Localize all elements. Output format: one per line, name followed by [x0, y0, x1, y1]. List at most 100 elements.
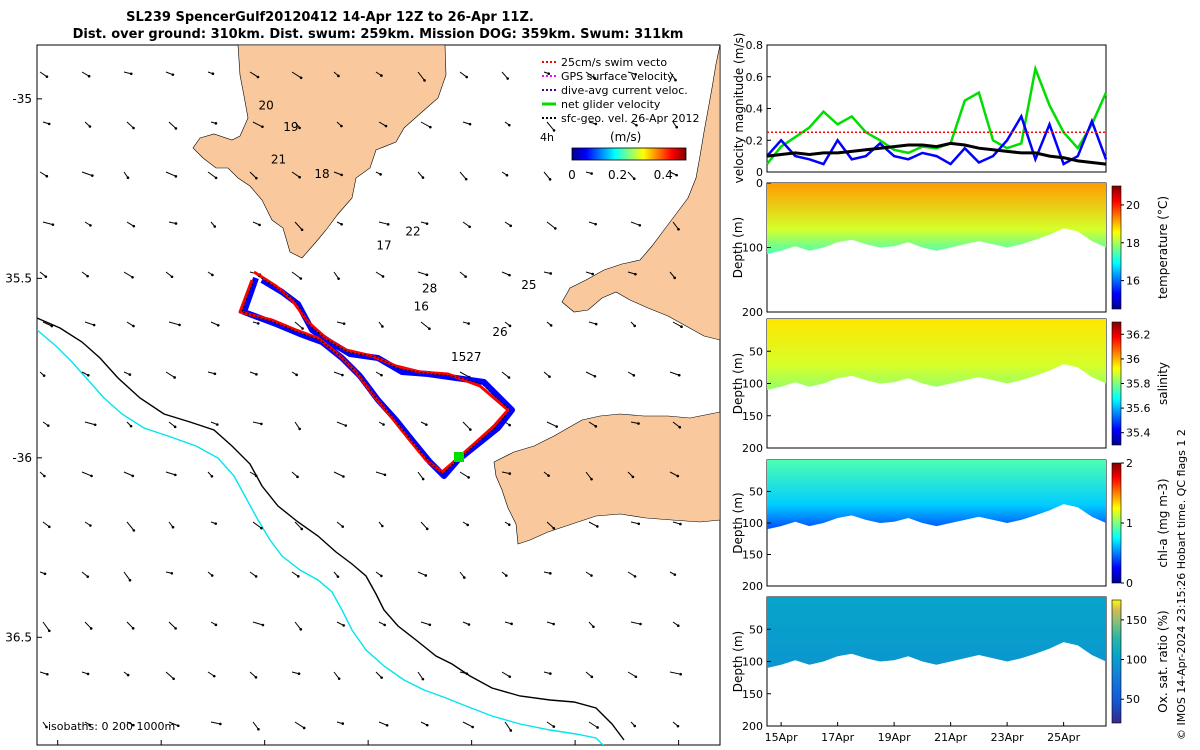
- profile-cbar-tick-label: 36.2: [1126, 328, 1151, 341]
- day-label: 28: [422, 282, 437, 296]
- velocity-arrow: [210, 321, 219, 326]
- velocity-arrow-head: [171, 525, 175, 529]
- velocity-arrow-head: [467, 322, 470, 325]
- velocity-arrow: [126, 621, 134, 629]
- day-label: 21: [271, 152, 286, 166]
- profile-cbar-label: temperature (°C): [1156, 196, 1170, 299]
- glider-track: [238, 270, 515, 479]
- profile-xtick-label: 19Apr: [878, 731, 912, 744]
- velocity-arrow: [252, 121, 263, 128]
- velocity-series-line: [766, 113, 1108, 166]
- velocity-ytick-label: 0.8: [746, 39, 764, 52]
- velocity-arrow-head: [386, 223, 390, 226]
- velocity-arrow: [294, 721, 305, 729]
- profile-cbar-label: salinity: [1156, 362, 1170, 405]
- velocity-arrow-head: [87, 74, 91, 78]
- profile-cbar-tick-label: 100: [1126, 654, 1147, 667]
- land-eyre-peninsula: [192, 45, 447, 259]
- velocity-arrow-head: [86, 373, 90, 377]
- day-label: 25: [521, 278, 536, 292]
- velocity-arrow: [543, 171, 551, 180]
- velocity-arrow-head: [89, 627, 93, 630]
- velocity-arrow-head: [299, 628, 303, 631]
- profile-ytick-label: 50: [749, 345, 763, 358]
- velocity-arrow: [291, 271, 302, 279]
- velocity-arrow: [81, 71, 90, 77]
- profile-cbar-tick-label: 1: [1126, 517, 1133, 530]
- velocity-arrow-head: [256, 75, 260, 79]
- velocity-arrow-head: [591, 272, 594, 276]
- track-red: [238, 270, 510, 474]
- velocity-arrow: [630, 521, 639, 525]
- velocity-arrow: [420, 121, 431, 128]
- legend-colorbar-tick: 0.2: [608, 168, 627, 182]
- velocity-arrow-head: [552, 526, 556, 530]
- velocity-arrow-head: [680, 325, 683, 329]
- velocity-arrow-head: [92, 323, 96, 327]
- velocity-arrow: [417, 571, 426, 576]
- velocity-arrow-head: [260, 526, 263, 530]
- velocity-arrow-head: [340, 124, 343, 128]
- velocity-arrow-head: [43, 474, 46, 478]
- velocity-arrow-head: [679, 672, 682, 676]
- velocity-arrow-head: [467, 476, 470, 479]
- profile-ytick-label: 150: [742, 688, 763, 701]
- velocity-arrow-head: [421, 677, 425, 681]
- velocity-arrow: [168, 621, 176, 629]
- profile-field-oxygen: [767, 597, 1106, 668]
- title-line-1: SL239 SpencerGulf20120412 14-Apr 12Z to …: [126, 10, 534, 25]
- velocity-arrow-head: [465, 75, 469, 79]
- profile-panel-chl-a: 50 100 150 200 Depth (m) 0 1 2 chl-a (mg m-3): [731, 457, 1170, 593]
- velocity-arrow-head: [256, 322, 260, 325]
- velocity-arrow-head: [173, 425, 177, 429]
- velocity-ytick-label: 0.6: [746, 71, 764, 84]
- velocity-arrow-head: [174, 473, 177, 477]
- profile-ytick-label: 200: [742, 442, 763, 455]
- velocity-arrow-head: [128, 578, 132, 582]
- velocity-panel: 0 0.2 0.4 0.6 0.8 velocity magnitude (m/s): [732, 33, 1108, 183]
- profile-ytick-label: 50: [749, 623, 763, 636]
- velocity-ytick-label: 0: [756, 166, 763, 179]
- velocity-arrow-head: [504, 574, 508, 577]
- velocity-field: [39, 71, 683, 732]
- velocity-arrow-head: [261, 125, 264, 129]
- velocity-arrow-head: [552, 725, 556, 728]
- profile-ylabel: Depth (m): [731, 217, 745, 278]
- velocity-arrow-head: [342, 322, 346, 325]
- velocity-arrow-head: [301, 327, 304, 330]
- velocity-arrow-head: [86, 575, 90, 578]
- velocity-arrow: [588, 521, 598, 527]
- velocity-arrow-head: [634, 675, 638, 679]
- velocity-arrow: [459, 171, 467, 180]
- velocity-series-line: [766, 64, 1108, 165]
- velocity-arrow-head: [45, 75, 49, 78]
- profile-cbar-tick-label: 20: [1126, 199, 1140, 212]
- velocity-ytick-label: 0.2: [746, 134, 764, 147]
- velocity-arrow: [420, 521, 428, 530]
- velocity-arrow-head: [132, 324, 135, 328]
- profile-ytick-label: 100: [742, 656, 763, 669]
- velocity-arrow-head: [219, 722, 222, 726]
- day-label: 22: [405, 224, 420, 238]
- profile-cbar-tick-label: 18: [1126, 237, 1140, 250]
- velocity-arrow: [420, 621, 430, 626]
- velocity-arrow-head: [255, 373, 258, 376]
- velocity-arrow-head: [299, 76, 303, 80]
- velocity-arrow-head: [507, 523, 511, 526]
- velocity-arrow-head: [509, 224, 513, 228]
- velocity-arrow-head: [340, 173, 343, 177]
- profile-xtick-label: 17Apr: [821, 731, 855, 744]
- velocity-series-line: [766, 141, 1107, 166]
- velocity-arrow-head: [254, 676, 258, 679]
- velocity-arrow-head: [302, 726, 306, 730]
- velocity-arrow-head: [596, 726, 599, 729]
- velocity-arrow-head: [381, 275, 385, 278]
- velocity-arrow-head: [132, 126, 135, 130]
- velocity-arrow: [42, 621, 50, 632]
- velocity-arrow: [252, 621, 264, 626]
- velocity-arrow-head: [547, 474, 550, 477]
- velocity-arrow-head: [549, 672, 552, 675]
- velocity-arrow: [126, 221, 135, 227]
- velocity-arrow: [585, 471, 592, 480]
- velocity-arrow-head: [300, 228, 304, 232]
